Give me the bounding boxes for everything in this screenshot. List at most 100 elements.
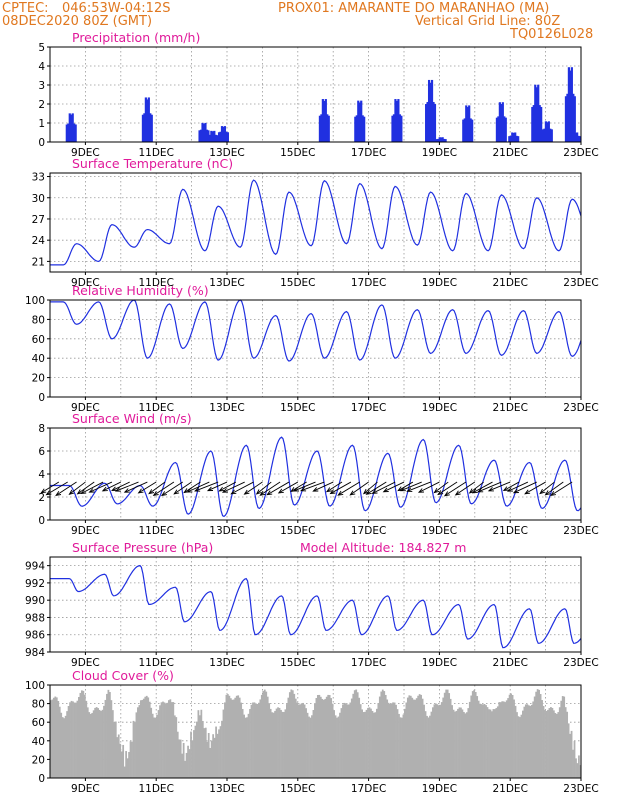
y-tick-label: 40	[32, 736, 45, 748]
cloud-bar	[275, 708, 278, 778]
panel-title-cloud: Cloud Cover (%)	[72, 668, 174, 683]
precip-bar	[462, 119, 465, 142]
precip-bar	[201, 122, 204, 142]
cloud-bar	[575, 758, 577, 778]
cloud-bar	[82, 690, 85, 778]
panel-frame	[49, 556, 582, 653]
cloud-bar	[88, 712, 91, 778]
x-tick-label: 23DEC	[563, 147, 598, 159]
wind-arrow-head	[76, 489, 83, 495]
cloud-bar	[294, 698, 297, 778]
cloud-bar	[520, 714, 523, 778]
cloud-bar	[380, 691, 383, 778]
cloud-bar	[423, 704, 425, 778]
x-tick-label: 23DEC	[563, 277, 598, 289]
wind-arrow-head	[502, 486, 509, 492]
precip-bar	[394, 99, 397, 142]
x-tick-label: 11DEC	[138, 277, 173, 289]
wind-arrow	[539, 481, 555, 494]
cloud-bar	[303, 704, 306, 778]
precip-bar	[469, 118, 472, 142]
cloud-bar	[395, 704, 397, 778]
y-tick-label: 3	[38, 80, 45, 92]
precip-bar	[441, 137, 444, 142]
panel-frame	[49, 684, 582, 779]
precip-bar	[392, 114, 396, 142]
precip-bar	[433, 104, 437, 142]
precip-bar	[534, 84, 537, 142]
wind-arrow	[407, 481, 431, 492]
header-source: CPTEC:	[2, 1, 49, 16]
cloud-bar	[250, 704, 253, 778]
wind-arrow	[350, 481, 369, 496]
cloud-bar	[573, 740, 576, 778]
precip-bar	[198, 130, 201, 142]
wind-arrow	[138, 481, 157, 494]
y-tick-label: 33	[32, 172, 45, 184]
cloud-bar	[153, 717, 156, 778]
cloud-bar	[61, 717, 64, 778]
cloud-bar	[210, 740, 213, 778]
cloud-bar	[229, 698, 232, 778]
precip-bar	[572, 93, 575, 142]
cloud-bar	[350, 698, 353, 778]
wind-arrow	[173, 481, 192, 495]
cloud-bar	[78, 697, 80, 778]
cloud-bar	[259, 699, 262, 778]
x-tick-label: 23DEC	[563, 783, 598, 795]
cloud-bar	[558, 707, 561, 778]
cloud-bar	[356, 692, 359, 778]
cloud-bar	[560, 700, 563, 778]
cloud-bar	[387, 702, 390, 778]
precip-bar	[576, 132, 579, 142]
wind-vectors	[40, 481, 573, 497]
cloud-bar	[284, 709, 287, 778]
panel-temperature: Surface Temperature (nC) 21 24 27 30 33 9DEC 11…	[32, 156, 599, 289]
wind-arrow-head	[365, 489, 372, 495]
x-tick-label: 19DEC	[422, 783, 457, 795]
precip-bar	[205, 129, 209, 142]
precip-bar	[573, 132, 576, 142]
precip-bar	[577, 135, 580, 142]
cloud-bar	[463, 711, 465, 778]
wind-arrow-head	[68, 489, 75, 496]
cloud-bar	[266, 696, 269, 778]
cloud-bar	[411, 697, 414, 778]
wind-arrow	[115, 481, 139, 492]
wind-arrow-head	[160, 491, 167, 497]
cloud-bar	[368, 707, 371, 778]
precip-bar	[543, 128, 546, 142]
cloud-bar	[561, 696, 564, 778]
cloud-bar	[113, 722, 116, 778]
precip-bar	[210, 130, 213, 142]
precip-bar	[570, 67, 573, 142]
wind-arrow-head	[487, 486, 494, 492]
wind-arrow	[187, 481, 210, 493]
wind-arrow	[444, 481, 467, 497]
y-tick-label: 20	[32, 373, 45, 385]
x-tick-label: 23DEC	[563, 402, 598, 414]
precip-bar	[219, 131, 222, 142]
cloud-bar	[544, 709, 546, 778]
cloud-bar	[330, 698, 333, 778]
cloud-bar	[336, 717, 338, 778]
precip-bar	[67, 123, 70, 142]
panel-frame	[49, 172, 582, 273]
precip-bar	[73, 123, 76, 142]
cloud-bar	[299, 704, 302, 778]
header-date: 08DEC2020 80Z (GMT)	[2, 14, 153, 29]
wind-arrow	[148, 481, 166, 495]
gridlines	[50, 428, 581, 520]
cloud-bar	[150, 707, 153, 778]
cloud-bar	[204, 727, 207, 778]
precip-bar	[144, 97, 147, 142]
cloud-bar	[405, 702, 408, 778]
wind-arrow-head	[194, 487, 201, 492]
cloud-bar	[321, 698, 324, 778]
cloud-bar	[436, 704, 439, 778]
wind-arrow-head	[512, 488, 519, 494]
cloud-bar	[249, 709, 251, 778]
cloud-bar	[567, 723, 570, 778]
wind-arrow	[81, 481, 104, 494]
wind-arrow-head	[406, 487, 413, 492]
